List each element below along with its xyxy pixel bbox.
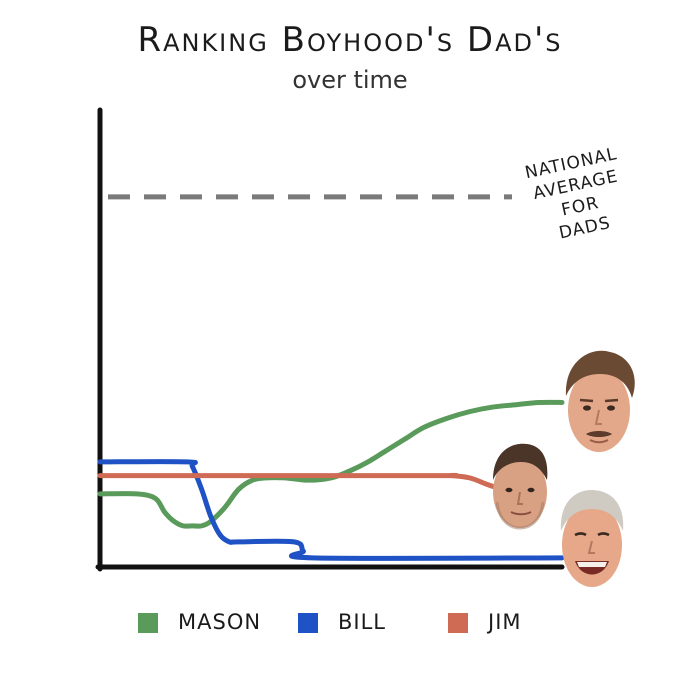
legend-swatch-bill (298, 613, 318, 633)
legend-swatch-jim (448, 613, 468, 633)
legend-swatch-mason (138, 613, 158, 633)
chart-subtitle: over time (292, 66, 408, 94)
legend-label-jim: Jim (488, 610, 522, 634)
mason-face (565, 350, 635, 452)
bill-face (560, 489, 624, 587)
legend: Mason Bill Jim (0, 608, 700, 648)
jim-face (493, 443, 548, 530)
chart-title: Ranking Boyhood's Dad's (137, 20, 563, 60)
legend-label-bill: Bill (338, 610, 386, 634)
legend-label-mason: Mason (178, 610, 262, 634)
series-line-bill (97, 459, 565, 561)
